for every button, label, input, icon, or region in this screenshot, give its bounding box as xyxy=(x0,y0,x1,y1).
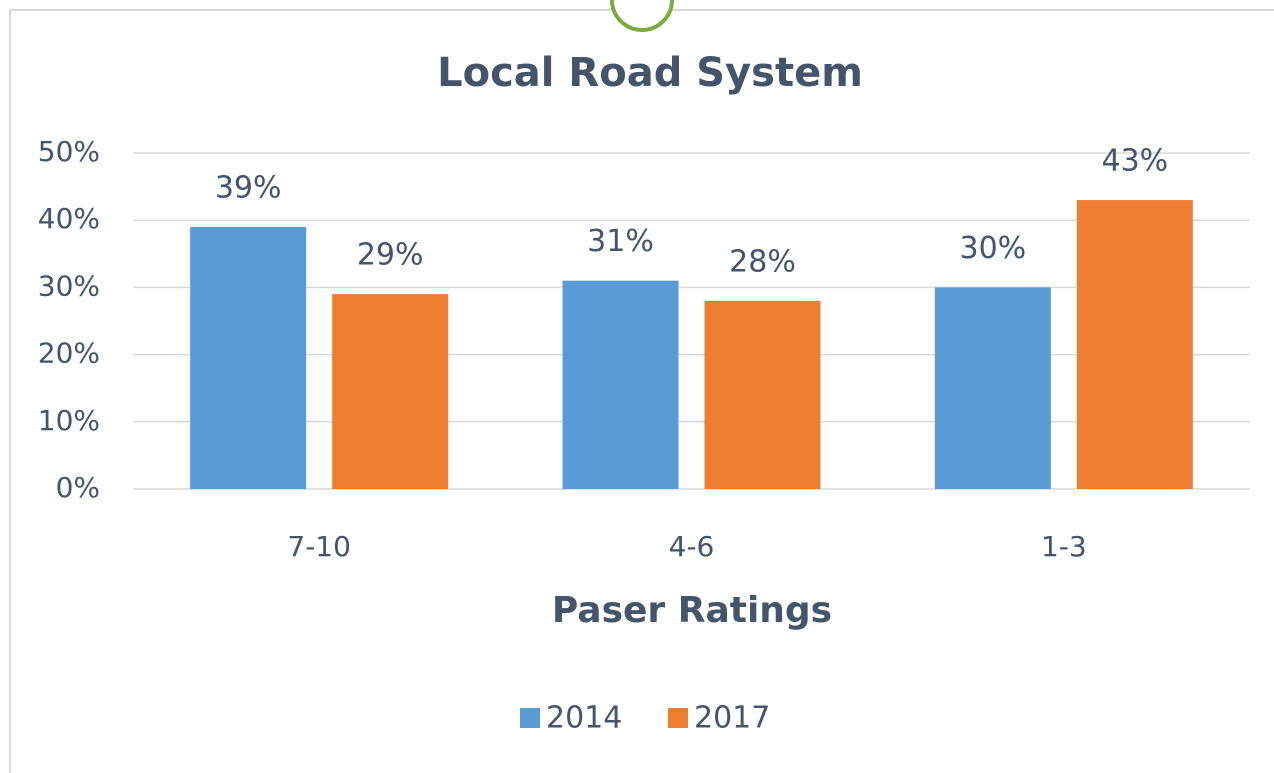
bar xyxy=(704,300,821,489)
x-tick-label: 1-3 xyxy=(1041,530,1087,563)
bar xyxy=(190,226,307,490)
data-label: 29% xyxy=(357,238,424,273)
y-tick-label: 30% xyxy=(38,269,100,302)
legend-swatch xyxy=(668,708,688,728)
data-label: 28% xyxy=(729,244,796,279)
data-label: 30% xyxy=(959,231,1026,266)
y-tick-label: 50% xyxy=(38,135,100,168)
data-label: 43% xyxy=(1101,144,1168,179)
legend-swatch xyxy=(520,708,540,728)
chart-title: Local Road System xyxy=(437,50,863,96)
bar xyxy=(562,280,679,489)
bar xyxy=(332,294,449,489)
legend-label: 2014 xyxy=(546,701,622,736)
y-tick-label: 40% xyxy=(38,202,100,235)
y-tick-label: 20% xyxy=(38,337,100,370)
data-label: 39% xyxy=(215,170,282,205)
logo-arc xyxy=(610,0,674,32)
x-tick-label: 7-10 xyxy=(287,530,351,563)
legend-label: 2017 xyxy=(694,701,770,736)
bar xyxy=(1076,200,1193,490)
y-tick-label: 10% xyxy=(38,404,100,437)
bar xyxy=(934,287,1051,489)
data-label: 31% xyxy=(587,224,654,259)
y-tick-label: 0% xyxy=(56,471,100,504)
x-tick-label: 4-6 xyxy=(669,530,715,563)
x-axis-title: Paser Ratings xyxy=(552,590,832,631)
